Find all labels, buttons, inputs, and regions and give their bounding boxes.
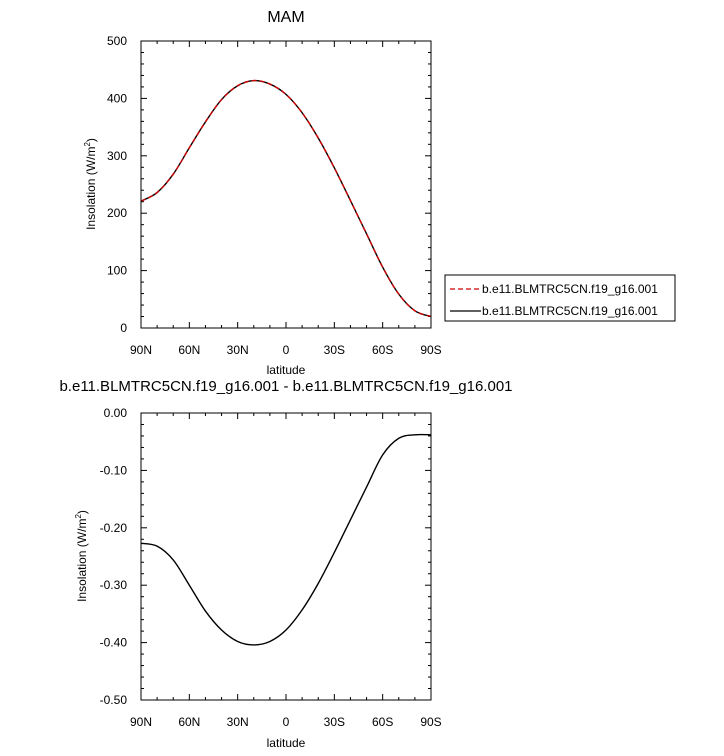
- top-y-tick-label: 500: [107, 34, 127, 48]
- bottom-x-tick-label: 30N: [227, 715, 249, 729]
- top-series-lines: [140, 79, 432, 318]
- bottom-x-tick-label: 90N: [130, 715, 152, 729]
- top-series-line-dashed: [140, 79, 432, 318]
- top-x-axis-label: latitude: [267, 363, 306, 377]
- top-y-tick-label: 100: [107, 264, 127, 278]
- top-y-tick-label: 300: [107, 149, 127, 163]
- top-x-tick-label: 0: [283, 343, 290, 357]
- top-series-line-solid: [140, 79, 432, 318]
- legend-entry-1: b.e11.BLMTRC5CN.f19_g16.001: [482, 282, 658, 296]
- top-plot-frame: [140, 40, 432, 329]
- bottom-y-tick-label: -0.30: [100, 578, 128, 592]
- bottom-y-axis-label: Insolation (W/m2): [74, 510, 89, 602]
- bottom-x-tick-label: 90S: [420, 715, 441, 729]
- bottom-ticks: 90N 60N 30N 0 30S 60S 90S 0.00 -0.10 -0.20 -0.30 -0…: [100, 406, 442, 729]
- top-x-tick-label: 60S: [372, 343, 393, 357]
- bottom-chart-title: b.e11.BLMTRC5CN.f19_g16.001 - b.e11.BLMT…: [59, 378, 512, 395]
- top-x-tick-label: 90N: [130, 343, 152, 357]
- top-y-axis-label: Insolation (W/m2): [83, 138, 98, 230]
- bottom-y-tick-label: -0.10: [100, 463, 128, 477]
- top-y-tick-label: 400: [107, 91, 127, 105]
- bottom-x-axis-label: latitude: [267, 736, 306, 750]
- legend-box: [444, 274, 676, 322]
- bottom-y-tick-label: -0.50: [100, 693, 128, 707]
- bottom-series-lines: [140, 433, 432, 646]
- bottom-y-tick-label: 0.00: [104, 406, 128, 420]
- top-x-tick-label: 30N: [227, 343, 249, 357]
- top-chart-title: MAM: [267, 9, 304, 26]
- top-y-tick-label: 200: [107, 206, 127, 220]
- bottom-x-tick-label: 60N: [178, 715, 200, 729]
- bottom-x-tick-label: 30S: [324, 715, 345, 729]
- top-x-tick-label: 90S: [420, 343, 441, 357]
- bottom-y-tick-label: -0.20: [100, 521, 128, 535]
- bottom-series-line-solid: [140, 433, 432, 646]
- bottom-panel: b.e11.BLMTRC5CN.f19_g16.001 - b.e11.BLMT…: [59, 378, 512, 750]
- bottom-plot-frame: [140, 412, 432, 701]
- top-ticks: 90N 60N 30N 0 30S 60S 90S 0 100 200 300 400 500: [107, 34, 442, 357]
- top-y-tick-label: 0: [120, 321, 127, 335]
- top-x-tick-label: 60N: [178, 343, 200, 357]
- bottom-y-tick-label: -0.40: [100, 636, 128, 650]
- legend: b.e11.BLMTRC5CN.f19_g16.001 b.e11.BLMTRC…: [444, 274, 676, 322]
- legend-entry-2: b.e11.BLMTRC5CN.f19_g16.001: [482, 304, 658, 318]
- top-x-tick-label: 30S: [324, 343, 345, 357]
- bottom-x-tick-label: 0: [283, 715, 290, 729]
- top-panel: MAM 90N 60N 30N 0 30S 60S 90S0100200300400500 …: [83, 9, 442, 377]
- bottom-x-tick-label: 60S: [372, 715, 393, 729]
